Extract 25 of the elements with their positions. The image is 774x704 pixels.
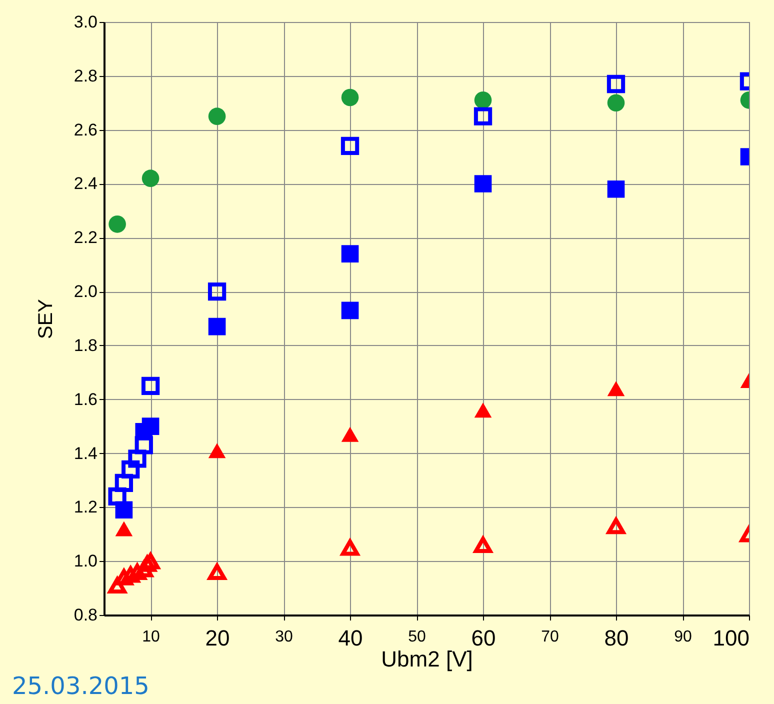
- y-tick-label: 1.4: [74, 444, 98, 463]
- y-axis-title: SEY: [34, 298, 57, 340]
- y-tick-label: 3.0: [74, 12, 98, 32]
- x-tick-label: 50: [408, 628, 426, 646]
- x-tick-label: 20: [205, 626, 230, 650]
- y-tick-label: 0.8: [74, 606, 98, 624]
- y-tick-label: 2.4: [74, 174, 98, 194]
- x-axis-title: Ubm2 [V]: [381, 646, 473, 672]
- x-tick-label: 30: [275, 628, 294, 646]
- x-tick-label: 40: [338, 626, 363, 650]
- y-tick-label: 1.6: [74, 390, 98, 409]
- x-tick-label: 10: [142, 628, 160, 646]
- y-tick-label: 2.2: [74, 228, 98, 248]
- y-tick-label: 2.6: [74, 120, 98, 140]
- y-tick-label: 1.0: [74, 552, 98, 571]
- x-tick-label: 80: [604, 626, 629, 650]
- y-tick-label: 1.8: [74, 336, 98, 355]
- y-tick-label: 2.0: [74, 282, 98, 302]
- y-tick-label: 1.2: [74, 498, 98, 517]
- text: 25.03.2015: [12, 672, 150, 700]
- x-tick-label: 90: [674, 628, 692, 646]
- y-tick-label: 2.8: [74, 66, 98, 86]
- x-tick-label: 60: [471, 626, 496, 650]
- x-tick-label: 100: [712, 626, 750, 650]
- x-tick-label: 70: [541, 628, 560, 646]
